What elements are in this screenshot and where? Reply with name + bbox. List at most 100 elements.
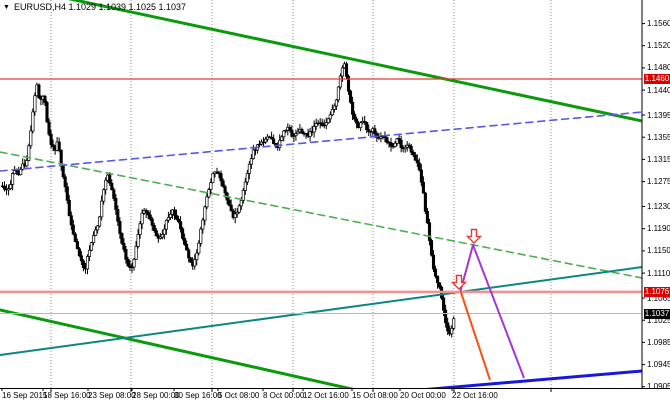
candle-body — [419, 169, 423, 183]
candle-body — [397, 138, 401, 141]
price-axis-label: 1.1230 — [647, 202, 670, 211]
candle-body — [336, 86, 340, 101]
candle-body — [211, 173, 215, 183]
price-axis-label: 1.1560 — [647, 19, 670, 29]
orange-scenario-path[interactable] — [459, 290, 491, 381]
price-axis-label: 1.1065 — [647, 293, 670, 303]
price-axis-label: 1.1275 — [647, 177, 670, 187]
candle-body — [221, 180, 225, 187]
candle-body — [185, 244, 189, 251]
candle-body — [43, 95, 47, 103]
candle-body — [199, 228, 203, 244]
candle-body — [89, 242, 94, 251]
candle-body — [261, 141, 266, 144]
lower-channel-green[interactable] — [0, 308, 358, 390]
candle-body — [280, 136, 284, 141]
ascending-dashed-blue[interactable] — [0, 111, 642, 172]
upper-channel-green[interactable] — [0, 0, 642, 123]
candle-body — [433, 268, 438, 277]
candle-body — [7, 188, 11, 191]
candle-body — [415, 159, 419, 164]
price-axis-label: 1.0985 — [647, 337, 670, 347]
candle-body — [365, 121, 369, 131]
candle-body — [320, 122, 324, 126]
candle-body — [259, 141, 264, 145]
candle-body — [344, 63, 349, 77]
candle-body — [284, 129, 288, 132]
descending-dashed-green[interactable] — [0, 151, 642, 279]
candle-body — [427, 222, 432, 241]
purple-scenario-path[interactable] — [459, 244, 525, 379]
candle-body — [9, 184, 13, 189]
candle-body — [326, 118, 330, 123]
ascending-teal-support[interactable] — [0, 266, 642, 356]
candle-body — [332, 105, 336, 110]
candle-body — [112, 189, 116, 199]
time-axis-label: 5 Oct 08:00 — [218, 391, 260, 400]
candle-body — [209, 182, 213, 190]
candle-body — [423, 192, 427, 212]
candles — [0, 61, 456, 338]
candle-body — [389, 142, 393, 147]
candle-body — [110, 182, 114, 191]
candle-body — [227, 199, 231, 206]
candle-body — [174, 215, 179, 220]
candle-body — [49, 133, 53, 145]
candle-body — [92, 235, 96, 243]
candle-body — [45, 102, 49, 123]
candle-body — [450, 327, 454, 335]
price-axis-label: 1.1480 — [647, 63, 670, 73]
candle-body — [33, 95, 37, 113]
candle-body — [13, 170, 17, 174]
candle-body — [136, 234, 140, 247]
candle-body — [363, 121, 367, 123]
sell-arrow-upper[interactable] — [465, 228, 483, 244]
candle-body — [116, 209, 120, 222]
candle-body — [65, 186, 69, 201]
ascending-thick-blue[interactable] — [418, 369, 642, 390]
candle-body — [37, 84, 41, 99]
candle-body — [290, 130, 294, 137]
candle-body — [187, 249, 191, 259]
candle-body — [217, 172, 221, 175]
price-axis-label: 1.0905 — [647, 382, 670, 392]
time-axis-label: 23 Sep 08:00 — [88, 391, 136, 400]
candle-body — [407, 144, 411, 147]
candle-body — [176, 218, 181, 222]
candle-body — [181, 228, 185, 239]
sell-arrow-lower[interactable] — [450, 274, 468, 290]
candle-body — [292, 135, 296, 137]
candle-body — [235, 211, 239, 215]
candle-body — [367, 129, 371, 132]
candle-body — [148, 214, 152, 220]
price-badge-1.1076: 1.1076 — [644, 286, 670, 297]
candle-body — [130, 266, 134, 269]
candle-body — [373, 128, 377, 134]
price-badge-1.1037: 1.1037 — [644, 308, 670, 319]
candle-body — [300, 129, 304, 134]
candle-body — [25, 160, 29, 167]
candle-body — [146, 211, 150, 216]
candle-body — [81, 260, 85, 268]
candle-body — [353, 114, 357, 120]
candle-body — [132, 258, 136, 268]
candle-body — [197, 242, 201, 254]
candle-body — [114, 197, 118, 210]
candle-body — [124, 249, 128, 260]
candle-body — [296, 131, 300, 135]
candle-body — [67, 199, 71, 217]
time-axis-label: 8 Oct 00:00 — [263, 391, 305, 400]
candle-body — [237, 205, 241, 213]
candle-body — [409, 145, 413, 153]
candle-body — [207, 189, 211, 198]
candle-body — [417, 162, 421, 171]
candle-body — [247, 163, 251, 174]
chart-title: ▼ EURUSD,H4 1.1029 1.1039 1.1025 1.1037 — [3, 2, 186, 12]
candle-body — [201, 219, 205, 230]
price-axis-label: 1.1190 — [647, 224, 670, 234]
candle-body — [2, 185, 7, 190]
candle-body — [312, 126, 316, 133]
candle-body — [94, 229, 98, 236]
price-axis-label: 1.1440 — [647, 85, 670, 95]
